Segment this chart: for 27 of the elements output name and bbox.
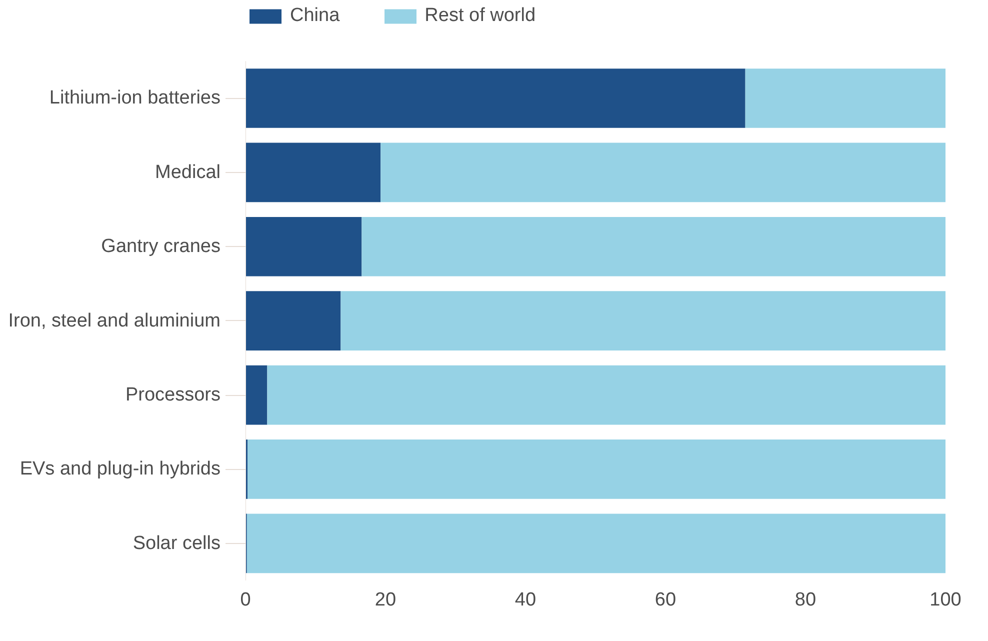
x-tick-label: 0 <box>240 590 251 610</box>
bar <box>248 440 946 499</box>
bar <box>745 68 946 128</box>
bar <box>246 142 381 202</box>
y-tick-label: Medical <box>155 162 221 183</box>
x-tick-label: 80 <box>794 590 816 610</box>
x-tick-label: 40 <box>514 590 536 610</box>
bar <box>340 291 946 350</box>
bar <box>246 291 341 350</box>
x-tick-label: 20 <box>374 590 396 610</box>
y-tick-label: Processors <box>125 384 221 406</box>
y-tick-label: Gantry cranes <box>101 236 221 258</box>
bar <box>246 514 946 574</box>
y-tick-label: Solar cells <box>132 532 221 554</box>
y-tick-label: Lithium-ion batteries <box>49 88 221 109</box>
y-tick-label: Iron, steel and aluminium <box>8 310 221 332</box>
bar <box>362 216 946 276</box>
x-tick-label: 100 <box>930 590 962 610</box>
legend-label: China <box>290 5 340 27</box>
y-tick-label: EVs and plug-in hybrids <box>20 458 221 480</box>
bar <box>246 216 362 276</box>
bar <box>246 68 746 128</box>
x-tick-label: 60 <box>654 590 676 610</box>
bar <box>380 142 946 202</box>
bar <box>267 365 946 425</box>
legend-label: Rest of world <box>424 5 536 27</box>
bar <box>246 365 268 425</box>
